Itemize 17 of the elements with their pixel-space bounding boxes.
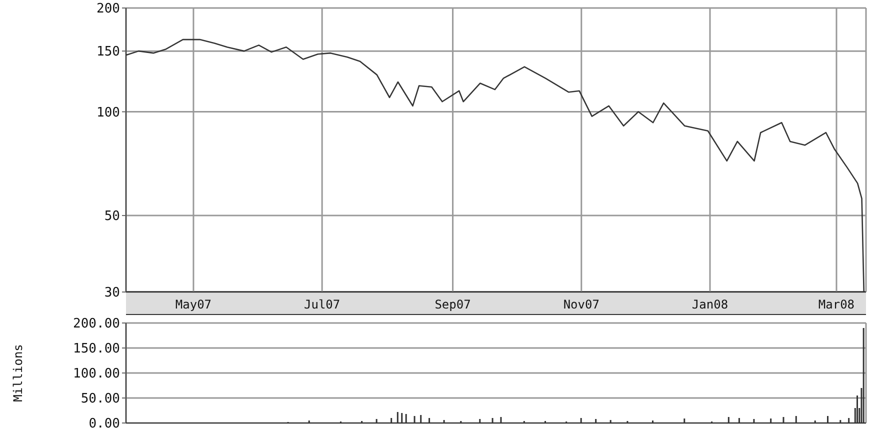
y-tick-label: 150 — [96, 44, 120, 60]
y-tick-label: 50 — [104, 209, 120, 224]
y-tick-label: 0.00 — [88, 416, 120, 431]
x-tick-label: May07 — [175, 298, 212, 312]
y-tick-label: 150.00 — [73, 342, 120, 357]
y-tick-label: 30 — [104, 286, 120, 301]
y-tick-label: 50.00 — [80, 392, 120, 407]
x-tick-label: Nov07 — [563, 298, 600, 312]
x-tick-label: Sep07 — [434, 298, 471, 312]
x-tick-label: Mar08 — [818, 298, 855, 312]
y-tick-label: 200.00 — [73, 316, 120, 332]
y-tick-label: 100.00 — [73, 366, 120, 382]
y-axis-title: Millions — [11, 344, 25, 402]
x-tick-label: Jan08 — [692, 298, 728, 312]
y-tick-label: 100 — [96, 105, 120, 120]
x-tick-label: Jul07 — [304, 298, 340, 312]
y-tick-label: 200 — [96, 2, 120, 17]
